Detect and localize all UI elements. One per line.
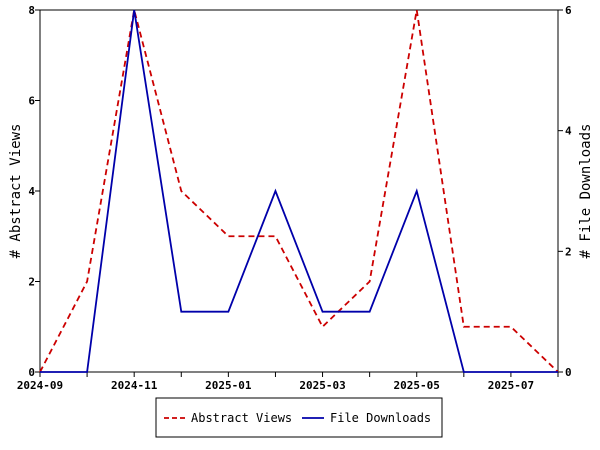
x-axis: 2024-09 2024-11 2025-01 2025-03 2025-05 2025-… xyxy=(17,372,559,392)
x-tick-label: 2025-05 xyxy=(394,379,440,392)
x-tick-label: 2024-09 xyxy=(17,379,63,392)
legend-label-abstract-views: Abstract Views xyxy=(191,411,292,425)
x-tick-label: 2024-11 xyxy=(111,379,158,392)
series-layer xyxy=(39,9,559,373)
right-y-tick-label: 0 xyxy=(565,366,572,379)
x-tick-label: 2025-03 xyxy=(299,379,345,392)
left-y-axis-title: # Abstract Views xyxy=(8,124,24,259)
right-y-axis: 0 2 4 6 xyxy=(558,4,572,379)
legend-box xyxy=(155,397,443,438)
series-line-abstract-views xyxy=(39,9,559,373)
legend-label-file-downloads: File Downloads xyxy=(330,411,431,425)
left-y-axis: 0 2 4 6 8 xyxy=(28,4,40,379)
left-y-tick-label: 8 xyxy=(28,4,35,17)
series-line-file-downloads xyxy=(40,9,558,373)
plot-frame xyxy=(39,9,559,373)
legend: Abstract Views File Downloads xyxy=(155,397,443,438)
plot-area xyxy=(39,9,559,373)
right-y-tick-label: 6 xyxy=(565,4,572,17)
x-tick-label: 2025-01 xyxy=(205,379,252,392)
left-y-tick-label: 4 xyxy=(28,185,35,198)
x-tick-label: 2025-07 xyxy=(488,379,534,392)
left-y-tick-label: 6 xyxy=(28,95,35,108)
left-y-tick-label: 0 xyxy=(28,366,35,379)
right-y-axis-title: # File Downloads xyxy=(578,124,594,259)
left-y-tick-label: 2 xyxy=(28,276,35,289)
right-y-tick-label: 2 xyxy=(565,245,572,258)
right-y-tick-label: 4 xyxy=(565,125,572,138)
